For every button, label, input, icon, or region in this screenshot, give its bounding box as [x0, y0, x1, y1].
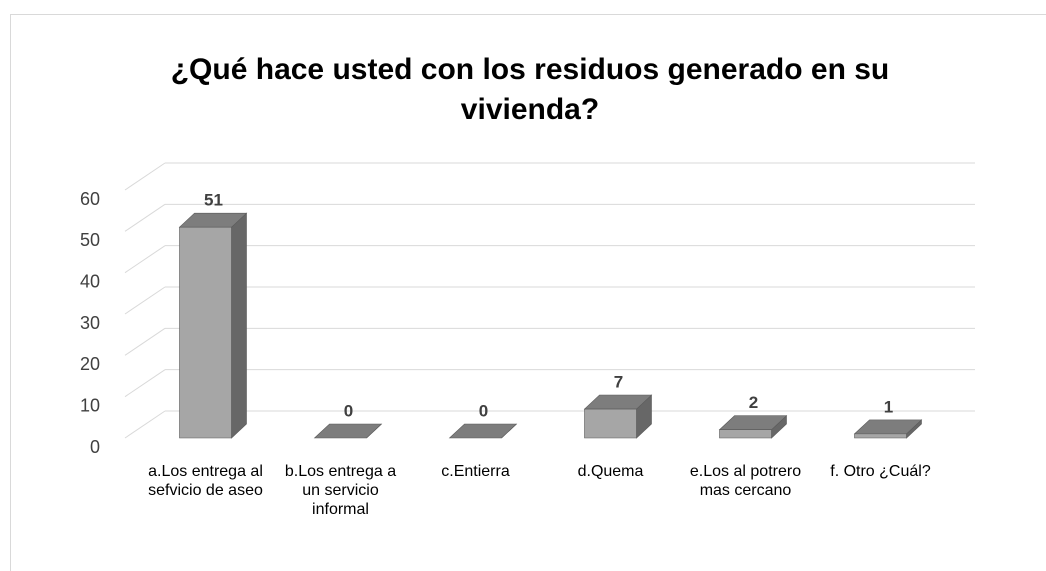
y-tick-label: 30	[80, 313, 100, 333]
bar	[853, 419, 923, 439]
x-tick-label: a.Los entrega al sefvicio de aseo	[148, 463, 263, 499]
bar	[718, 415, 788, 439]
chart-title: ¿Qué hace usted con los residuos generad…	[170, 53, 890, 126]
bar	[448, 423, 518, 439]
bar-side	[231, 212, 247, 439]
data-label: 51	[204, 191, 223, 210]
grid-line-side	[124, 410, 166, 439]
grid-line-side	[124, 369, 166, 398]
x-tick-label: e.Los al potrero mas cercano	[689, 463, 802, 499]
bar-top	[448, 423, 518, 439]
bar-front	[179, 226, 232, 439]
bar-top	[313, 423, 383, 439]
x-tick-label: f. Otro ¿Cuál?	[830, 463, 931, 480]
y-tick-label: 10	[80, 395, 100, 415]
x-tick-label: c.Entierra	[441, 463, 510, 480]
y-tick-label: 60	[80, 189, 100, 209]
data-label: 7	[614, 373, 623, 392]
data-label: 2	[749, 393, 758, 412]
x-tick-label: d.Quema	[577, 463, 644, 480]
x-tick-label: b.Los entrega a un servicio informal	[284, 463, 397, 518]
data-label: 0	[344, 401, 353, 420]
grid-line-side	[124, 286, 166, 315]
bar	[178, 212, 248, 439]
y-tick-label: 20	[80, 354, 100, 374]
grid-line-side	[124, 162, 166, 191]
bar	[583, 394, 653, 439]
grid-line-side	[124, 327, 166, 356]
bar-front	[584, 408, 637, 439]
bar-front	[719, 429, 772, 439]
grid-line-side	[124, 203, 166, 232]
data-label: 1	[884, 397, 893, 416]
y-tick-label: 0	[90, 437, 100, 457]
bar-front	[854, 433, 907, 439]
grid-line-side	[124, 245, 166, 274]
y-tick-label: 40	[80, 271, 100, 291]
chart-frame	[10, 14, 1046, 571]
y-tick-label: 50	[80, 230, 100, 250]
data-label: 0	[479, 401, 488, 420]
bar	[313, 423, 383, 439]
